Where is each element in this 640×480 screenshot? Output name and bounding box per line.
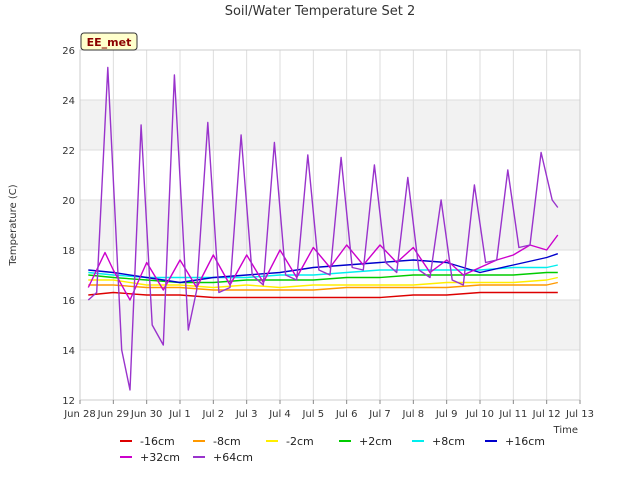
legend-label: -16cm bbox=[140, 435, 175, 448]
background-band bbox=[80, 50, 580, 100]
legend-item: -16cm bbox=[120, 435, 175, 448]
legend-item: +8cm bbox=[412, 435, 465, 448]
x-tick-label: Jul 7 bbox=[368, 409, 391, 420]
legend-label: +2cm bbox=[359, 435, 392, 448]
x-tick-label: Jul 9 bbox=[435, 409, 458, 420]
y-tick-label: 14 bbox=[62, 346, 75, 357]
x-tick-label: Jul 13 bbox=[565, 409, 594, 420]
legend-label: +64cm bbox=[213, 451, 253, 464]
x-tick-label: Jul 1 bbox=[168, 409, 191, 420]
y-tick-label: 20 bbox=[62, 196, 75, 207]
x-tick-label: Jul 3 bbox=[235, 409, 258, 420]
x-tick-label: Jun 28 bbox=[63, 409, 96, 420]
background-band bbox=[80, 200, 580, 250]
legend-item: -8cm bbox=[193, 435, 241, 448]
legend-item: +32cm bbox=[120, 451, 180, 464]
legend-label: +8cm bbox=[432, 435, 465, 448]
y-axis-label: Temperature (C) bbox=[8, 184, 19, 266]
background-band bbox=[80, 300, 580, 350]
legend-item: +64cm bbox=[193, 451, 253, 464]
x-axis-label: Time bbox=[553, 425, 578, 436]
y-tick-label: 12 bbox=[62, 396, 75, 407]
x-tick-label: Jul 8 bbox=[402, 409, 425, 420]
x-tick-label: Jun 29 bbox=[97, 409, 130, 420]
plot-background bbox=[80, 50, 580, 400]
legend-item: +2cm bbox=[339, 435, 392, 448]
x-axis-ticks: Jun 28 Jun 29 Jun 30 Jul 1 Jul 2 Jul 3 Jul 4 Ju… bbox=[63, 400, 594, 420]
series-line--16cm bbox=[88, 291, 558, 299]
background-band bbox=[80, 350, 580, 400]
chart-title: Soil/Water Temperature Set 2 bbox=[225, 4, 416, 19]
station-badge: EE_met bbox=[80, 32, 138, 51]
series-line-+16cm bbox=[88, 253, 559, 284]
y-axis-ticks: 12 14 16 18 20 22 24 26 bbox=[62, 46, 75, 407]
series-line--8cm bbox=[88, 281, 558, 291]
y-tick-label: 18 bbox=[62, 246, 75, 257]
legend-item: -2cm bbox=[266, 435, 314, 448]
y-tick-label: 24 bbox=[62, 96, 75, 107]
x-tick-label: Jul 4 bbox=[268, 409, 291, 420]
series-line-+32cm bbox=[87, 234, 559, 301]
legend: -16cm -8cm -2cm +2cm +8cm +16cm +32cm +64cm bbox=[120, 435, 545, 464]
x-tick-label: Jul 6 bbox=[335, 409, 358, 420]
y-tick-label: 26 bbox=[62, 46, 75, 57]
background-band bbox=[80, 100, 580, 150]
background-band bbox=[80, 150, 580, 200]
x-tick-label: Jul 10 bbox=[465, 409, 494, 420]
y-tick-label: 16 bbox=[62, 296, 75, 307]
series-line--2cm bbox=[88, 276, 558, 289]
series-line-+64cm bbox=[87, 66, 559, 391]
legend-label: +32cm bbox=[140, 451, 180, 464]
legend-label: +16cm bbox=[505, 435, 545, 448]
legend-label: -2cm bbox=[286, 435, 314, 448]
y-tick-label: 22 bbox=[62, 146, 75, 157]
x-tick-label: Jul 2 bbox=[202, 409, 225, 420]
station-badge-label: EE_met bbox=[87, 36, 132, 49]
x-tick-label: Jul 5 bbox=[302, 409, 325, 420]
legend-item: +16cm bbox=[485, 435, 545, 448]
series-layer bbox=[87, 66, 559, 391]
x-tick-label: Jul 12 bbox=[532, 409, 561, 420]
x-tick-label: Jun 30 bbox=[130, 409, 163, 420]
plot-frame bbox=[79, 49, 581, 401]
x-tick-label: Jul 11 bbox=[498, 409, 527, 420]
series-line-+2cm bbox=[88, 271, 558, 284]
legend-label: -8cm bbox=[213, 435, 241, 448]
